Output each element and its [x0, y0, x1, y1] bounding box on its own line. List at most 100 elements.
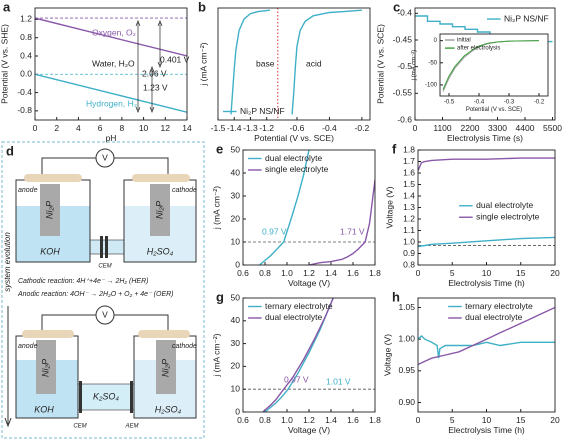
series-line [418, 236, 555, 248]
legend-label: after electrolysis [457, 46, 500, 52]
y-tick-label: -0.8 [17, 105, 32, 115]
cathode-label: cathode [172, 187, 197, 194]
anode-label: anode [18, 343, 38, 350]
annotation: 0.97 V [262, 226, 287, 236]
meter-label: V [102, 309, 108, 319]
x-axis-label: Voltage (V) [288, 425, 330, 435]
y-tick-label: 50 [231, 292, 241, 302]
x-tick-label: 5 [450, 415, 455, 425]
electrode-label: Ni₂P [160, 359, 170, 377]
y-tick-label: -0.4 [17, 87, 32, 97]
x-tick-label: 15 [516, 268, 526, 278]
x-tick-label: -1.2 [259, 123, 274, 133]
series-line [308, 179, 375, 265]
x-tick-label: 1.2 [303, 415, 315, 425]
x-tick-label: 1100 [433, 123, 452, 133]
x-tick-label: 0.6 [237, 415, 249, 425]
cap [138, 330, 190, 338]
chart-0: a 0 2 4 6 8 10 12 14 -0.8 -0.4 0.0 0.4 0.8 1.2 pH Potent… [0, 0, 192, 143]
x-axis-label: Potential (V vs. SCE) [466, 107, 522, 113]
cap [22, 330, 74, 338]
axes-frame [417, 149, 556, 266]
annotation: 0.401 V [160, 54, 190, 64]
axes-frame [414, 7, 556, 121]
legend-label: Ni₂P NS/NF [240, 106, 285, 116]
panel-label: g [216, 289, 224, 304]
y-axis-label: Potential (V vs. SCE) [375, 24, 385, 104]
evolution-label: system evolution [3, 232, 12, 292]
y-tick-label: 0.9 [403, 248, 415, 258]
voltmeter [95, 305, 115, 325]
y-tick-label: 1.6 [403, 167, 415, 177]
panel-label: h [392, 289, 400, 304]
y-tick-label: 40 [231, 315, 241, 325]
y-tick-label: 1.3 [403, 202, 415, 212]
y-tick-label: 0 [434, 38, 438, 44]
x-tick-label: 0.8 [259, 415, 271, 425]
legend-label: dual electrolyte [476, 200, 533, 210]
electrolyte-label: KOH [40, 246, 60, 256]
x-tick-label: 1.4 [325, 415, 337, 425]
electrolyte-label: KOH [34, 404, 54, 414]
meter-label: V [102, 152, 108, 162]
membrane-label: AEM [124, 424, 138, 430]
legend-label: single electrolyte [476, 211, 540, 221]
series-label: Hydrogen, H₂ [86, 98, 137, 108]
axes-frame [34, 7, 188, 121]
panel-label: c [393, 0, 400, 14]
x-tick-label: 0 [413, 123, 418, 133]
panel-label: a [3, 0, 11, 14]
x-tick-label: -1.5 [211, 123, 226, 133]
series-line [35, 73, 187, 113]
chart-4: e 0.6 0.8 1.0 1.2 1.4 1.6 1.8 0 10 20 30 40 50 Voltage… [211, 141, 381, 288]
reaction: Cathodic reaction: 4H⁺+4e⁻ → 2H₂ (HER) [18, 278, 148, 285]
x-tick-label: 10 [482, 268, 492, 278]
annotation: 1.71 V [340, 226, 365, 236]
x-tick-label: 1.0 [281, 268, 293, 278]
series-line [230, 9, 362, 115]
x-tick-label: 4 [76, 123, 81, 133]
y-tick-label: 0.95 [398, 365, 415, 375]
electrolyte-label: K₂SO₄ [93, 391, 119, 401]
x-tick-label: 0 [416, 415, 421, 425]
membrane [100, 236, 103, 258]
x-tick-label: 1.6 [347, 268, 359, 278]
cap [24, 174, 82, 182]
y-tick-label: 1.4 [403, 190, 415, 200]
electrode-label: Ni₂P [154, 201, 164, 219]
y-tick-label: -50 [428, 60, 437, 66]
membrane [79, 381, 82, 413]
y-tick-label: 1.2 [20, 14, 32, 24]
panel-frame [1, 141, 205, 439]
y-axis-label: j (mA cm⁻²) [198, 42, 208, 86]
y-axis-label: j (mA cm⁻²) [211, 333, 221, 377]
plot-area [243, 150, 375, 265]
electrode [156, 340, 176, 394]
x-tick-label: 0.8 [259, 268, 271, 278]
y-tick-label: 0.8 [403, 259, 415, 269]
x-tick-label: -0.3 [504, 100, 515, 106]
x-axis-label: Voltage (V) [288, 278, 330, 288]
y-axis-label: j (mA cm⁻²) [412, 50, 418, 82]
y-tick-label: 0.90 [398, 397, 415, 407]
legend-label: dual electrolyte [465, 312, 522, 322]
legend-label: dual electrolyte [265, 312, 322, 322]
series-line [35, 17, 187, 57]
y-tick-label: 20 [231, 213, 241, 223]
wire [41, 157, 169, 176]
cap [132, 174, 190, 182]
x-tick-label: 1.8 [369, 415, 381, 425]
x-tick-label: 1.4 [325, 268, 337, 278]
y-tick-label: -0.4 [397, 8, 412, 18]
annotation: 0.97 V [284, 374, 309, 384]
x-tick-label: 15 [516, 415, 526, 425]
x-tick-label: 0 [416, 268, 421, 278]
x-tick-label: 2200 [461, 123, 480, 133]
x-axis-label: Electrolysis Time (h) [448, 278, 525, 288]
x-axis-label: pH [106, 133, 117, 143]
legend-label: ternary electrolyte [265, 301, 333, 311]
membrane [105, 236, 108, 258]
y-tick-label: 10 [231, 383, 241, 393]
